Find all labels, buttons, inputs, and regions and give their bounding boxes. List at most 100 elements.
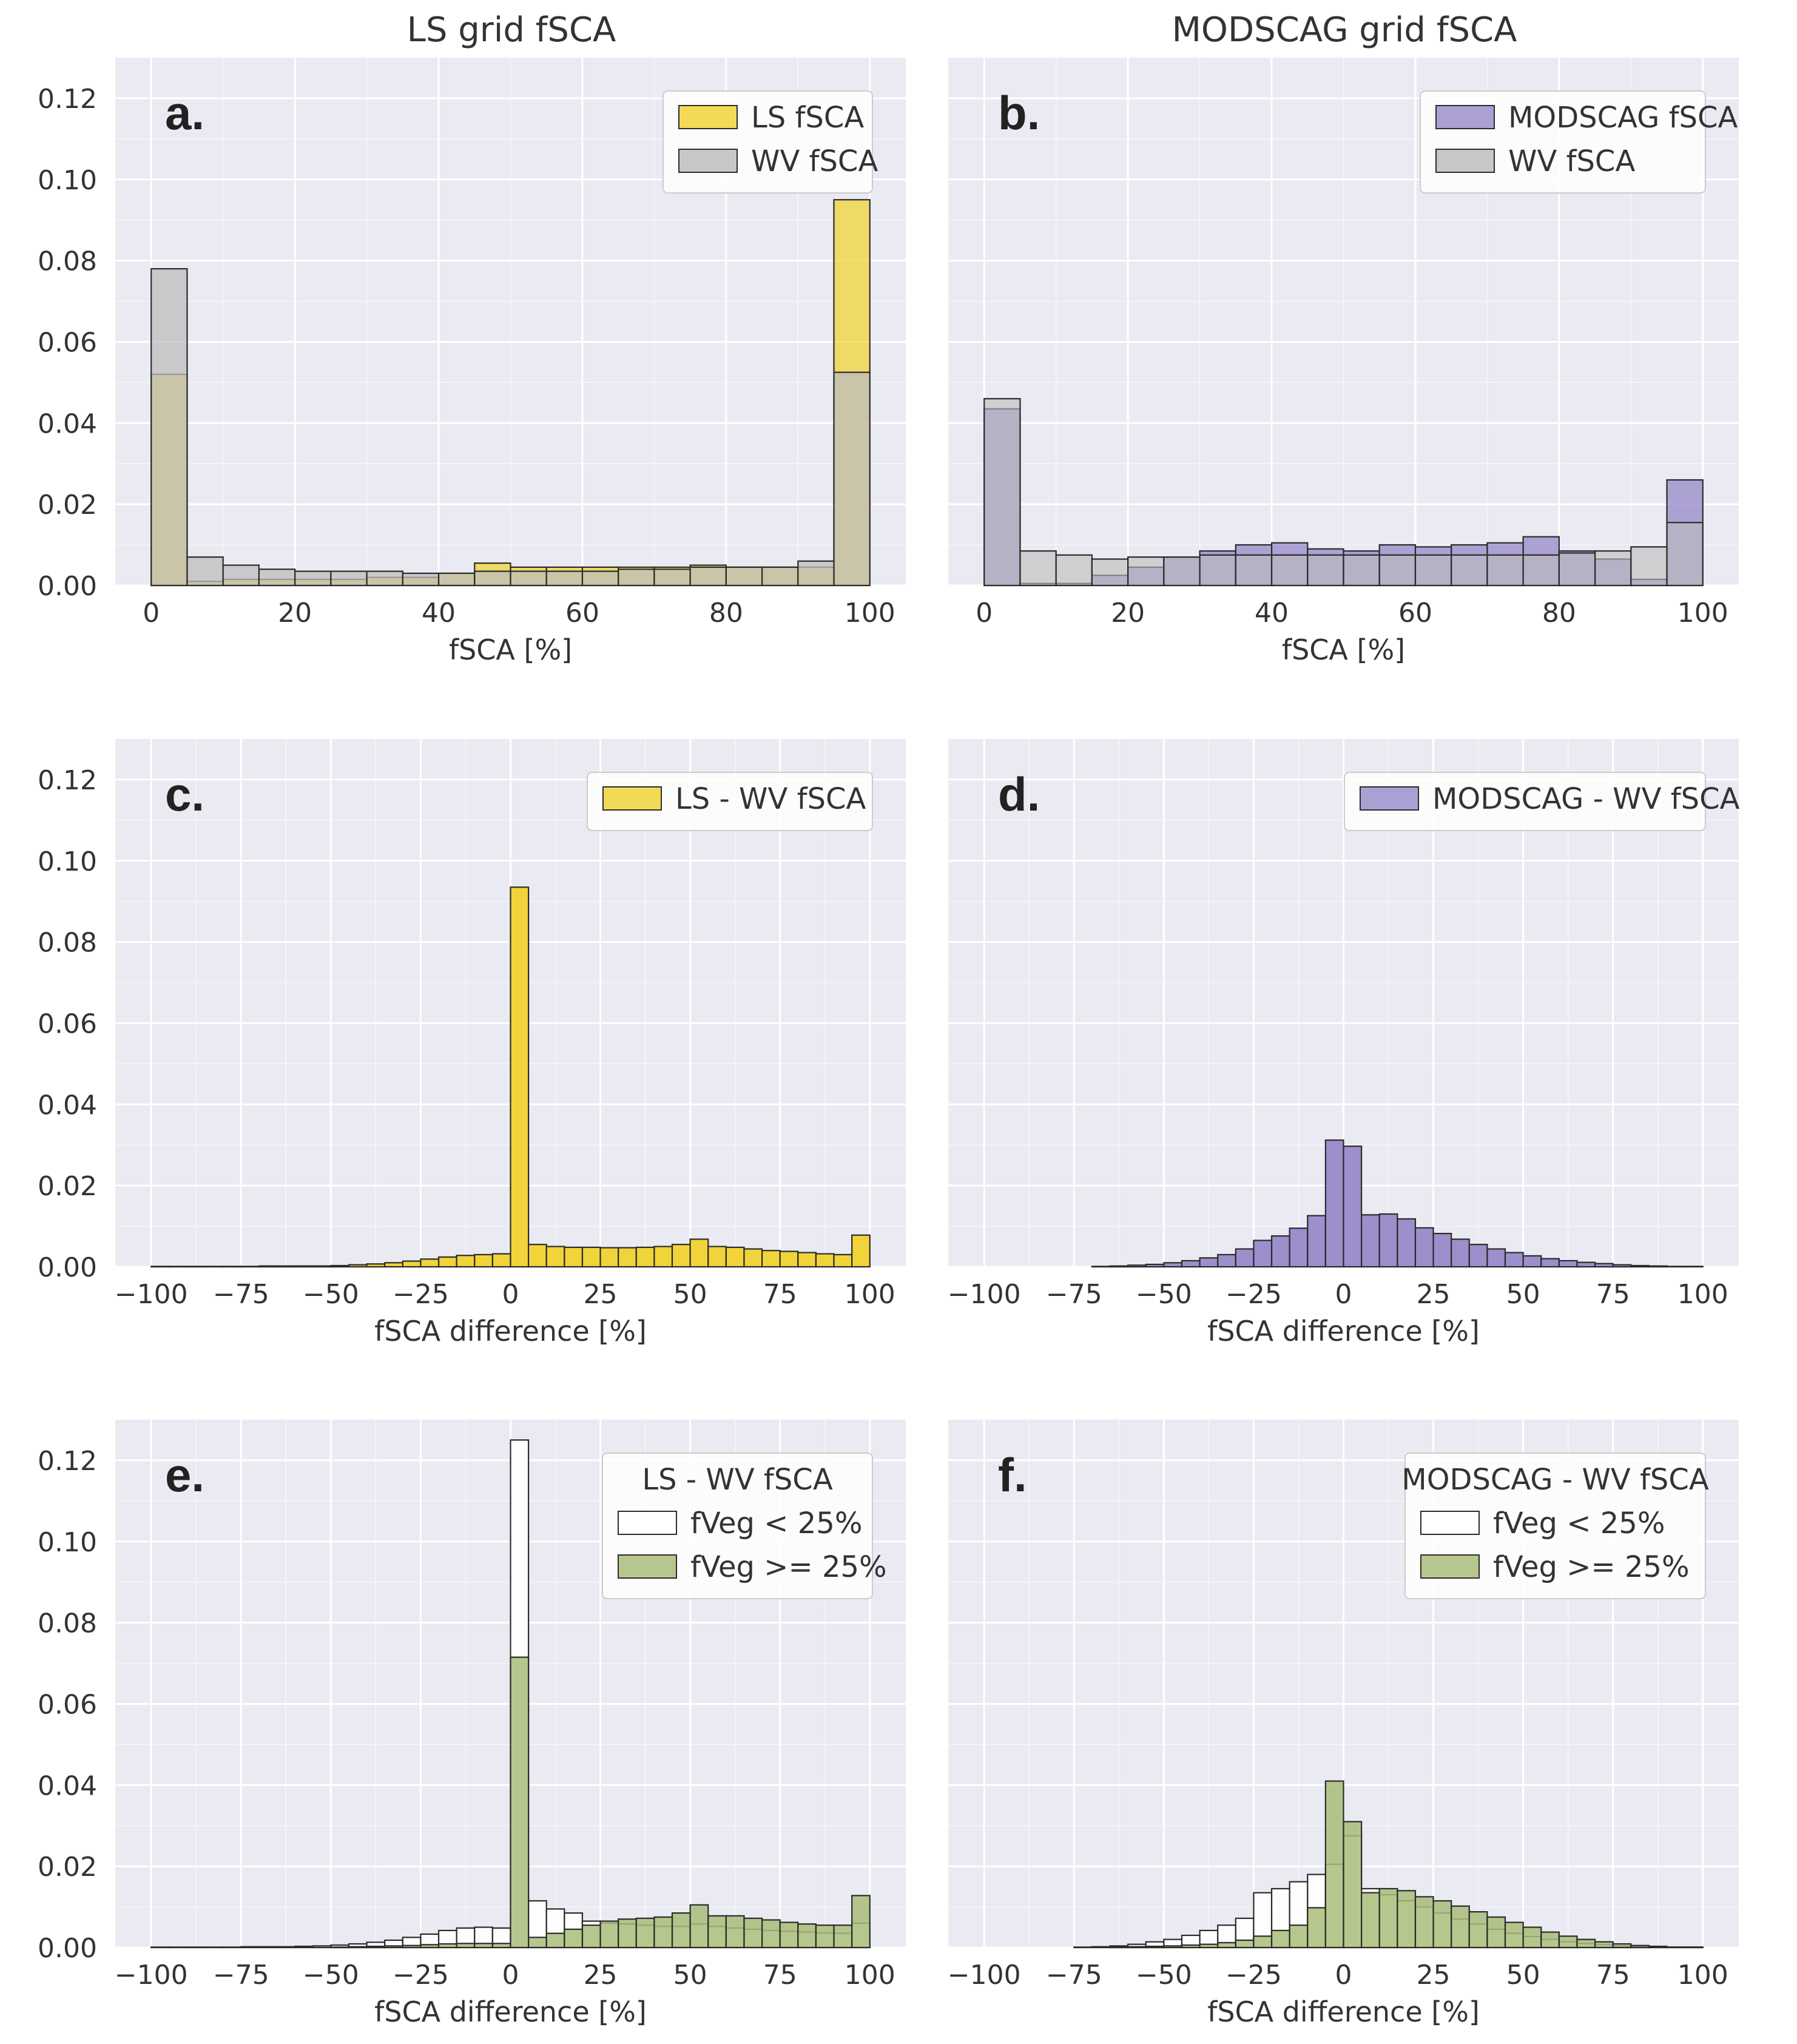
x-tick-label: −25 [1226,1960,1282,1991]
x-tick-label: 0 [502,1279,519,1310]
x-tick-label: 0 [1335,1960,1352,1991]
histogram-bar [366,1263,386,1268]
histogram-bar [1378,554,1417,587]
series-e-1 [330,1656,871,1949]
y-tick-label: 0.04 [38,1090,97,1121]
y-tick-label: 0.12 [38,765,97,796]
histogram-bar [545,570,584,587]
legend-entry-label: WV fSCA [751,144,878,178]
histogram-bar [1522,554,1560,587]
panel-label: c. [165,767,204,821]
x-tick-label: −50 [1136,1279,1192,1310]
legend-entry-label: LS fSCA [751,101,864,135]
histogram-bar [1684,1266,1704,1268]
legend-title: LS - WV fSCA [642,1463,832,1497]
histogram-bar [1414,1896,1434,1949]
x-tick-label: 25 [1417,1279,1451,1310]
histogram-bar [204,1266,224,1268]
y-tick-label: 0.12 [38,1446,97,1477]
histogram-bar [1648,1945,1668,1949]
histogram-panel-a: 0 20 40 60 80 100 0.00 0.02 0.04 0.06 0.08 0.10 0.12… [38,58,906,666]
histogram-bar [1630,546,1668,587]
histogram-bar [1127,556,1165,587]
histogram-bar [1253,1240,1273,1268]
x-tick-label: −75 [1046,1960,1102,1991]
histogram-bar [1163,1262,1183,1268]
histogram-bar [1432,1900,1452,1949]
histogram-bar [1397,1890,1417,1949]
legend-entry-label: fVeg >= 25% [1493,1550,1690,1584]
panel-label: f. [998,1448,1027,1502]
histogram-bar [797,560,835,587]
histogram-panel-f: −100 −75 −50 −25 0 25 50 75 100 fSCA difference [… [948,1420,1739,2028]
x-tick-label: 0 [143,598,160,629]
legend-swatch [1435,105,1495,129]
histogram-bar [1199,554,1236,587]
histogram-bar [689,566,727,587]
histogram-bar [1504,1252,1524,1268]
histogram-bar [312,1265,332,1268]
histogram-bar [635,1246,655,1268]
x-tick-label: 100 [845,1960,895,1991]
histogram-bar [222,1946,242,1949]
histogram-bar [1558,552,1596,587]
x-axis-label: fSCA difference [%] [1207,1995,1480,2028]
histogram-bar [510,886,530,1268]
histogram-bar [1684,1946,1704,1949]
histogram-bar [186,556,224,587]
histogram-bar [833,1253,853,1268]
histogram-bar [330,1264,350,1268]
legend-entry-label: MODSCAG - WV fSCA [1432,782,1740,816]
x-tick-label: 80 [709,598,743,629]
histogram-bar [599,1920,619,1949]
x-tick-label: −75 [213,1279,269,1310]
histogram-bar [1181,1260,1201,1268]
histogram-bar [1468,1244,1488,1268]
x-tick-label: −75 [1046,1279,1102,1310]
histogram-bar [348,1264,368,1268]
y-tick-label: 0.00 [38,1252,97,1283]
histogram-bar [312,1945,332,1949]
histogram-bar [581,570,619,587]
histogram-bar [1343,554,1380,587]
legend-swatch [1435,149,1495,173]
y-tick-label: 0.04 [38,1770,97,1801]
legend-entry-label: WV fSCA [1508,144,1635,178]
histogram-bar [240,1266,260,1268]
histogram-bar [258,1946,278,1949]
histogram-bar [815,1924,835,1949]
histogram-bar [330,570,368,587]
histogram-panel-d: −100 −75 −50 −25 0 25 50 75 100 fSCA difference [… [948,739,1740,1347]
histogram-bar [1073,1946,1093,1949]
histogram-bar [1576,1938,1596,1949]
legend-frame [1404,1452,1706,1599]
histogram-bar [671,1912,691,1949]
y-tick-label: 0.02 [38,490,97,521]
x-tick-label: 75 [1596,1960,1630,1991]
histogram-bar [564,1246,584,1268]
histogram-bar [671,1244,691,1268]
x-tick-label: −75 [213,1960,269,1991]
y-tick-label: 0.08 [38,928,97,959]
histogram-bar [276,1265,296,1268]
series-a-1 [150,268,871,587]
histogram-bar [1522,1255,1542,1268]
x-tick-label: −100 [115,1960,188,1991]
legend-entry-label: LS - WV fSCA [675,782,866,816]
histogram-bar [1289,1227,1309,1268]
histogram-bar [366,570,403,587]
histogram-bar [1145,1945,1165,1949]
legend-entry-label: MODSCAG fSCA [1508,101,1738,135]
histogram-panel-c: −100 −75 −50 −25 0 25 50 75 100 0.00 0.02 0.04 0.06 0… [38,739,906,1347]
histogram-bar [186,1946,206,1949]
legend-swatch [602,786,662,811]
histogram-bar [1432,1233,1452,1268]
histogram-bar [348,1946,368,1949]
histogram-bar [1414,554,1452,587]
legend-swatch [618,1511,677,1535]
legend-entry-label: fVeg >= 25% [690,1550,887,1584]
x-tick-label: 80 [1542,598,1576,629]
histogram-bar [510,570,547,587]
histogram-bar [1235,1939,1255,1949]
